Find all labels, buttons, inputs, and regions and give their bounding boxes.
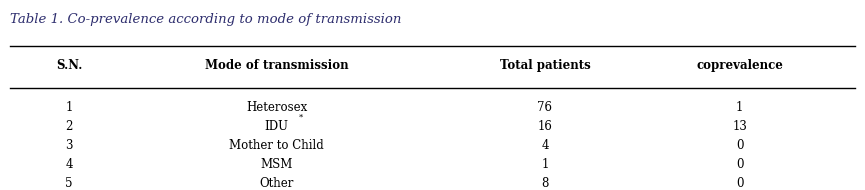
Text: 0: 0: [736, 158, 743, 171]
Text: S.N.: S.N.: [56, 59, 82, 72]
Text: 4: 4: [541, 139, 548, 152]
Text: Mother to Child: Mother to Child: [229, 139, 324, 152]
Text: 13: 13: [732, 120, 747, 133]
Text: 1: 1: [541, 158, 548, 171]
Text: Heterosex: Heterosex: [247, 101, 307, 114]
Text: 3: 3: [66, 139, 73, 152]
Text: IDU: IDU: [265, 120, 289, 133]
Text: MSM: MSM: [260, 158, 293, 171]
Text: 8: 8: [541, 177, 548, 190]
Text: 76: 76: [537, 101, 553, 114]
Text: 5: 5: [66, 177, 73, 190]
Text: 2: 2: [66, 120, 73, 133]
Text: Mode of transmission: Mode of transmission: [205, 59, 349, 72]
Text: Table 1. Co-prevalence according to mode of transmission: Table 1. Co-prevalence according to mode…: [10, 13, 401, 26]
Text: 0: 0: [736, 177, 743, 190]
Text: Other: Other: [260, 177, 294, 190]
Text: 16: 16: [537, 120, 553, 133]
Text: 1: 1: [66, 101, 73, 114]
Text: coprevalence: coprevalence: [696, 59, 783, 72]
Text: 4: 4: [66, 158, 73, 171]
Text: *: *: [299, 114, 303, 122]
Text: 0: 0: [736, 139, 743, 152]
Text: Total patients: Total patients: [500, 59, 590, 72]
Text: 1: 1: [736, 101, 743, 114]
